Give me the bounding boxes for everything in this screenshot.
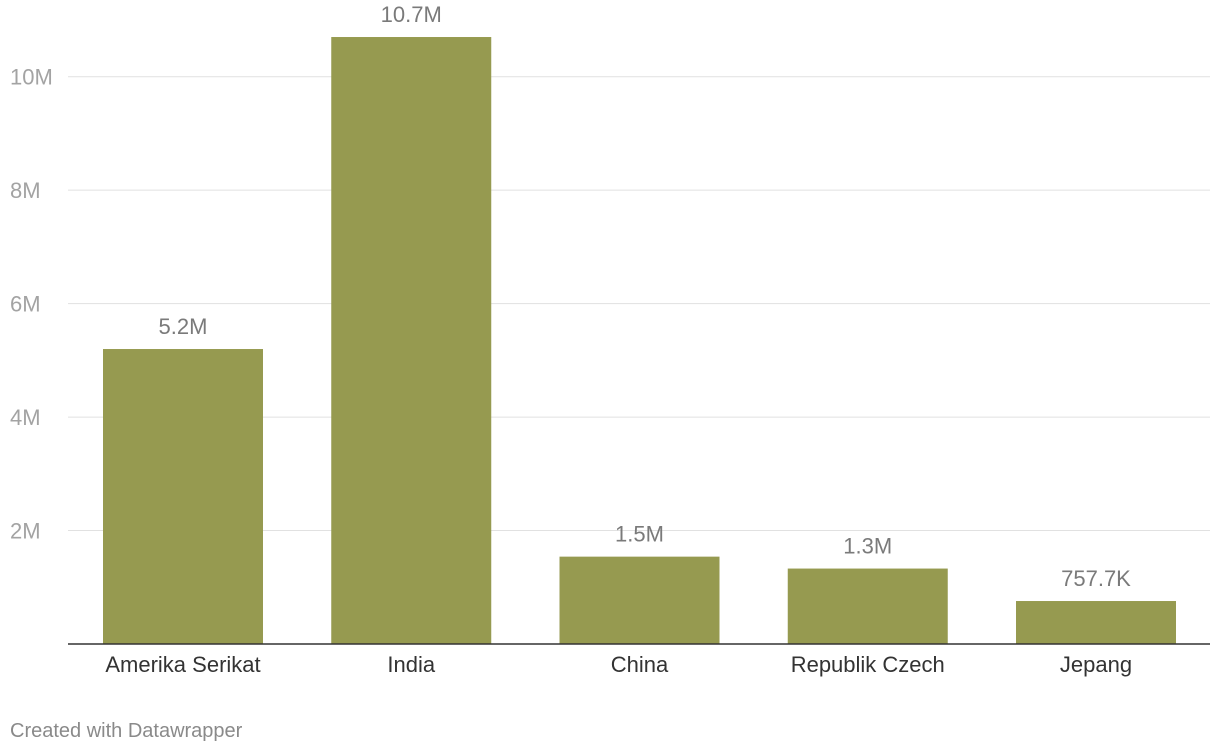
x-tick-label: Amerika Serikat bbox=[105, 652, 260, 677]
y-axis-ticks: 2M 4M 6M 8M 10M bbox=[10, 65, 53, 544]
y-tick-label: 6M bbox=[10, 292, 41, 317]
x-axis-ticks: Amerika Serikat India China Republik Czech J… bbox=[105, 652, 1132, 677]
bar-chart: 2M 4M 6M 8M 10M 5.2M 10.7M 1.5M 1.3M 757.7K Amer… bbox=[10, 2, 1210, 677]
footer-credit: Created with Datawrapper bbox=[10, 720, 243, 742]
y-tick-label: 4M bbox=[10, 405, 41, 430]
bar bbox=[103, 349, 263, 644]
x-tick-label: China bbox=[611, 652, 669, 677]
data-label: 1.3M bbox=[843, 534, 892, 559]
bar bbox=[331, 37, 492, 644]
y-tick-label: 2M bbox=[10, 519, 41, 544]
data-label: 757.7K bbox=[1061, 566, 1131, 591]
x-tick-label: India bbox=[387, 652, 435, 677]
bar bbox=[787, 568, 948, 644]
y-tick-label: 8M bbox=[10, 178, 41, 203]
data-label: 1.5M bbox=[615, 522, 664, 547]
bar bbox=[1016, 601, 1176, 644]
bars bbox=[103, 37, 1176, 644]
x-tick-label: Jepang bbox=[1060, 652, 1132, 677]
y-tick-label: 10M bbox=[10, 65, 53, 90]
data-label: 5.2M bbox=[159, 314, 208, 339]
data-label: 10.7M bbox=[381, 2, 442, 27]
data-labels: 5.2M 10.7M 1.5M 1.3M 757.7K bbox=[159, 2, 1132, 591]
bar bbox=[559, 556, 720, 644]
x-tick-label: Republik Czech bbox=[791, 652, 945, 677]
